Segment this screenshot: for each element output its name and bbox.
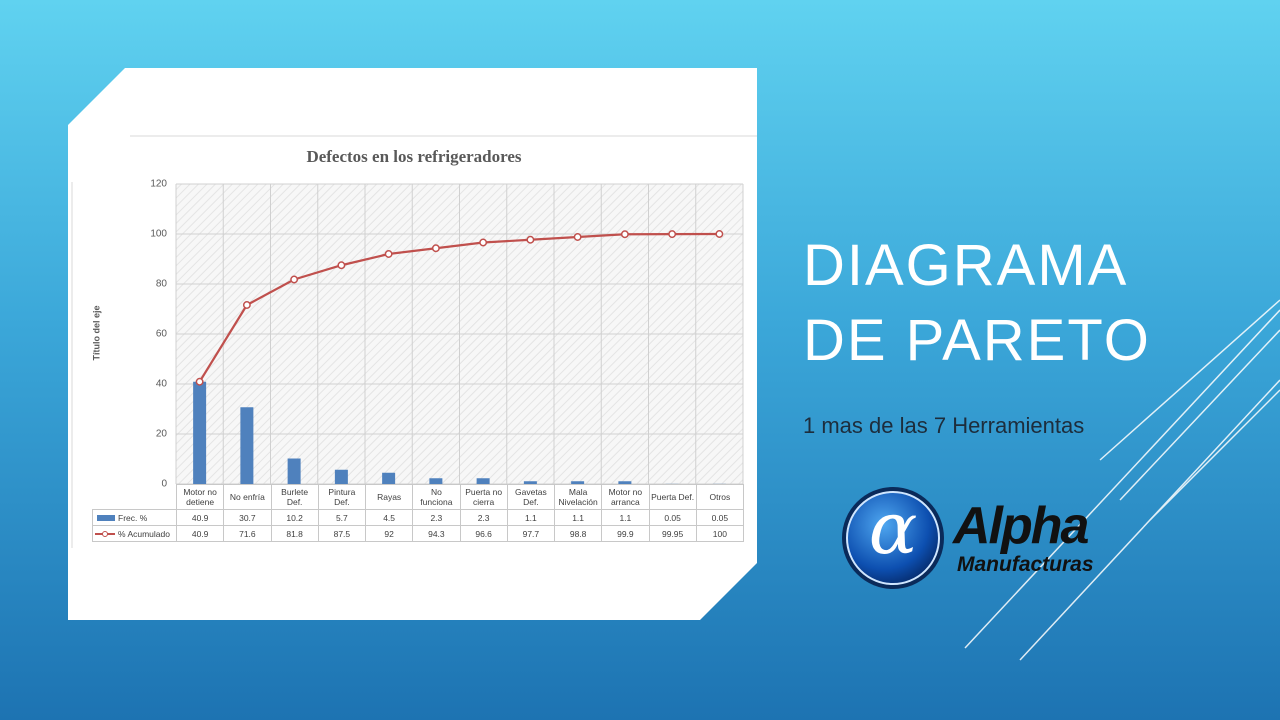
line-point <box>620 230 629 239</box>
bar <box>523 481 537 484</box>
line-point <box>668 230 677 239</box>
line-point <box>290 275 299 284</box>
table-cell: 96.6 <box>459 525 508 542</box>
slide-title: DE PARETO <box>803 308 1151 373</box>
y-tick-label: 120 <box>150 179 167 190</box>
y-tick-label: 100 <box>150 229 167 240</box>
line-point <box>195 377 204 386</box>
table-cell: 97.7 <box>506 525 556 542</box>
table-row: % Acumulado 40.9 71.6 81.8 87.5 92 94.3 96.6 97.… <box>92 525 745 542</box>
line-point <box>431 244 440 253</box>
bar <box>476 478 490 484</box>
data-table: Motor no detiene No enfría Burlete Def. Pin… <box>92 484 745 542</box>
x-tick-label: Puerta no cierra <box>459 484 508 510</box>
line-point <box>573 233 582 241</box>
bar <box>429 478 443 484</box>
line-point <box>479 238 488 247</box>
table-cell: 100 <box>695 525 745 542</box>
y-tick-label: 20 <box>156 429 168 440</box>
line-point <box>526 235 535 244</box>
y-tick-label: 0 <box>161 479 167 490</box>
legend-label: % Acumulado <box>118 528 170 539</box>
bar <box>240 407 254 484</box>
logo-circle <box>846 491 940 585</box>
bar <box>193 381 207 484</box>
table-cell: 87.5 <box>317 525 367 542</box>
x-tick-label: Burlete Def. <box>270 484 319 510</box>
chart-title: Defectos en los refrigeradores <box>306 147 521 166</box>
legend-swatch <box>97 515 115 522</box>
line-point <box>384 250 393 258</box>
x-tick-label: Motor no arranca <box>601 484 650 510</box>
bar <box>571 481 585 484</box>
y-axis-title: Título del eje <box>91 305 101 360</box>
line-point <box>242 301 251 309</box>
line-point <box>337 261 346 270</box>
slide-subtitle: 1 mas de las 7 Herramientas <box>803 413 1085 438</box>
line-point <box>715 230 724 238</box>
bar <box>382 472 396 484</box>
bar <box>287 458 301 484</box>
y-tick-label: 60 <box>156 329 168 340</box>
logo-tagline: Manufacturas <box>957 553 1094 576</box>
slide-title: DIAGRAMA <box>803 233 1129 298</box>
bar <box>334 469 348 484</box>
table-cell: 40.9 <box>175 525 225 542</box>
table-row: Frec. % 40.9 30.7 10.2 5.7 4.5 2.3 2.3 1.1 1.1 1.1… <box>92 509 745 526</box>
legend-swatch <box>95 531 115 538</box>
table-cell: 81.8 <box>270 525 319 542</box>
line <box>198 232 720 383</box>
legend-swatch-point <box>102 531 108 538</box>
legend-label: Frec. % <box>118 512 148 523</box>
legend-swatch-bar <box>97 515 115 522</box>
logo-name: Alpha <box>953 497 1089 555</box>
y-tick-label: 40 <box>156 379 168 390</box>
table-header-row: Motor no detiene No enfría Burlete Def. Pin… <box>93 484 745 510</box>
x-tick-label: No enfría <box>223 484 272 510</box>
table-cell: 94.3 <box>412 525 461 542</box>
y-tick-label: 80 <box>156 279 168 290</box>
bar <box>618 481 632 484</box>
logo-symbol: α <box>869 486 918 570</box>
